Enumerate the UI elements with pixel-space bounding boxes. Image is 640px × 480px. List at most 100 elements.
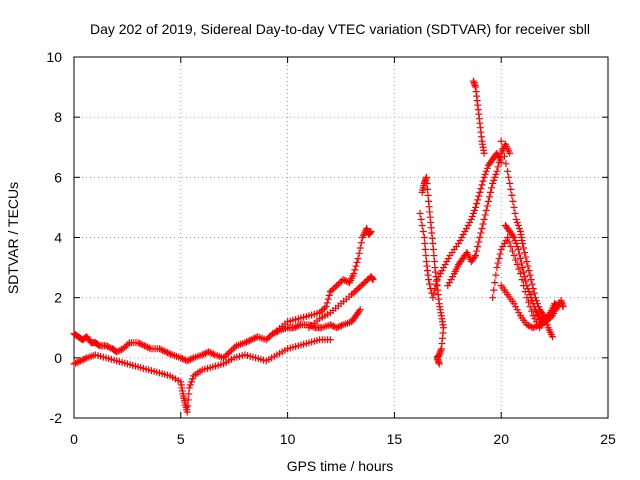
data-point (424, 191, 432, 199)
data-point (186, 381, 194, 389)
data-point (119, 345, 127, 353)
data-point (504, 234, 512, 241)
data-point (229, 345, 237, 353)
data-point (517, 259, 525, 267)
data-point (75, 358, 83, 366)
data-point (330, 322, 338, 330)
data-point (488, 184, 496, 192)
data-point (509, 197, 517, 205)
data-point (508, 247, 516, 255)
data-point (357, 282, 365, 290)
data-point (548, 333, 556, 341)
data-point (184, 396, 192, 404)
data-point (522, 277, 530, 285)
data-point (512, 215, 520, 223)
data-point (504, 167, 512, 175)
data-point (162, 348, 170, 356)
data-point (420, 234, 428, 241)
data-point (528, 280, 536, 288)
data-point (429, 294, 437, 302)
series-afternoon-cluster-a (418, 173, 448, 368)
data-point (292, 323, 300, 331)
data-point (492, 170, 500, 178)
series-afternoon-cluster-b (416, 149, 505, 302)
data-point (290, 324, 298, 332)
data-point (425, 276, 433, 284)
data-point (499, 145, 507, 153)
data-point (479, 220, 487, 228)
data-point (524, 298, 532, 306)
data-point (438, 267, 446, 275)
data-point (333, 324, 341, 332)
data-point (531, 315, 539, 323)
data-point (356, 283, 364, 291)
data-point (493, 167, 501, 175)
data-point (510, 203, 518, 211)
data-point (223, 351, 231, 359)
data-point (70, 360, 78, 368)
data-point (341, 276, 349, 284)
data-point (430, 289, 438, 297)
y-axis-label: SDTVAR / TECUs (5, 182, 21, 294)
data-point (532, 322, 540, 330)
data-point (511, 237, 519, 245)
data-point (339, 276, 347, 284)
data-point (495, 158, 503, 166)
data-point (485, 193, 493, 201)
data-point (494, 163, 502, 171)
data-point (522, 253, 530, 261)
data-point (526, 322, 534, 330)
y-tick-label: 10 (46, 49, 62, 65)
data-point (515, 250, 523, 258)
data-point (534, 321, 542, 329)
data-point (330, 285, 338, 293)
data-point (526, 291, 534, 299)
data-point (524, 262, 532, 270)
data-point (320, 304, 328, 312)
data-point (521, 288, 529, 296)
data-point (529, 312, 537, 320)
data-point (228, 346, 236, 354)
data-point (478, 224, 486, 232)
data-point (78, 356, 86, 364)
data-point (160, 347, 168, 355)
data-point (456, 237, 464, 245)
data-point (334, 280, 342, 288)
data-point (322, 303, 330, 311)
data-point (466, 218, 474, 226)
data-point (73, 358, 81, 366)
data-point (241, 339, 249, 347)
data-point (489, 179, 497, 187)
data-point (464, 221, 472, 229)
series-lower-excursion (70, 336, 334, 416)
data-point (116, 346, 124, 354)
data-point (474, 196, 482, 204)
data-point (351, 288, 359, 296)
y-tick-label: 0 (54, 350, 62, 366)
data-point (326, 321, 334, 329)
data-point (525, 267, 533, 275)
data-point (352, 286, 360, 294)
data-point (333, 282, 341, 290)
series-upper-branch-1 (273, 224, 375, 335)
data-point (265, 333, 273, 341)
data-point (528, 307, 536, 315)
data-point (206, 349, 214, 357)
y-tick-label: 2 (54, 290, 62, 306)
data-point (183, 408, 191, 416)
data-point (506, 149, 514, 157)
data-point (519, 264, 527, 272)
data-point (537, 320, 545, 328)
data-point (137, 340, 145, 348)
data-point (295, 321, 303, 329)
data-point (511, 209, 519, 217)
data-point (477, 229, 485, 237)
data-point (319, 306, 327, 314)
data-point (449, 273, 457, 281)
data-point (495, 255, 503, 263)
data-point (478, 181, 486, 189)
data-point (559, 303, 567, 311)
data-point (513, 218, 521, 226)
data-point (440, 264, 448, 272)
x-tick-label: 0 (70, 431, 78, 447)
